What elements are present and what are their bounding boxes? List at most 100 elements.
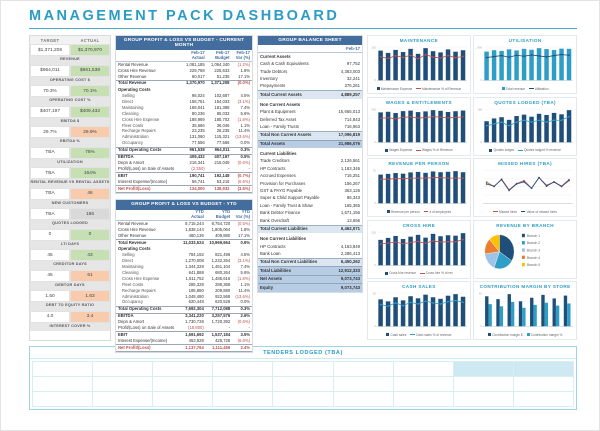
table-row: Administration 1,048,480 922,568 (13.6%) [116,294,252,300]
tenders-cell [452,376,514,392]
pnl-row-label: Cross Hire Expense [122,275,160,281]
kpi-target-value: TBA [30,146,70,159]
pnl-budget-value: 1,485,616 [211,275,231,281]
tenders-cell [272,361,334,377]
pnl-row-label: Fleet Costs [122,281,144,287]
pnl-budget-value: 154,033 [214,98,230,104]
pnl-actual-value: 409,432 [181,153,207,161]
pnl-budget-value: 1,451,104 [211,263,231,269]
pnl-actual-value: 98,024 [191,92,205,98]
svg-text:45: 45 [479,292,482,296]
kpi-value-row: 29.7% 29.9% [30,126,110,138]
kpi-value-row: $1,371,208 $1,370,970 [30,44,110,56]
table-row: Provision for Purchases 156,267 [258,180,362,187]
bs-row-label: Net Assets [258,274,333,284]
pnl-actual-value: 1,081,185 [186,61,205,67]
table-row: Interest Expense/(Income) 56,741 53,216 … [116,179,252,185]
kpi-target-value: 45 [30,249,70,261]
pnl-var-value: 2.6% [232,312,252,320]
tenders-cell [152,376,214,392]
table-row: Loan - Family Trusts 716,963 [258,124,362,132]
kpi-value-row: TBA 186 [30,208,110,220]
table-row: Total Revenue 11,033,524 10,969,664 0.6% [116,238,252,246]
chart-title: CASH SALES [402,284,436,289]
pnl-budget-value: 3,257,576 [205,312,233,320]
pnl-row-label: Direct [122,98,133,104]
table-row: Non Current Assets [258,102,362,109]
kpi-actual-value: $1,370,970 [70,44,110,56]
svg-text:Branch 2: Branch 2 [527,241,540,245]
kpi-item: 4.0 3.4 INTEREST COVER % [30,310,110,331]
kpi-label: OPERATING COST $ [30,76,110,85]
table-row: Cross Hire Revenue 229,768 225,633 1.8% [116,68,252,74]
pnl-row-label: Recharge Repairs [122,287,156,293]
pnl-var-value: 17.1% [238,73,250,79]
svg-text:186: 186 [478,107,483,111]
svg-text:Branch 3: Branch 3 [527,248,540,252]
pnl-month-col-var: Feb-17 Var (%) [231,50,252,63]
pnl-var-value: - [248,325,250,331]
pnl-row-label: Interest Expense/(Income) [118,337,168,343]
pnl-actual-value: 8,715,244 [185,220,204,226]
kpi-target-value: 0 [30,228,70,241]
table-row: Operating Costs [116,87,252,94]
kpi-target-value: TBA [30,167,70,179]
legend-item: Contribution margin % [526,333,562,337]
pnl-budget-value: 922,568 [215,293,231,299]
tenders-cell [392,376,454,392]
chart-title: MAINTENANCE [399,38,439,43]
bs-row-value: 714,843 [344,116,360,122]
kpi-item: 45 61 DEBTOR DAYS [30,269,110,290]
legend-item: Revenue per person [386,210,420,214]
kpi-label: NEW CUSTOMERS [30,199,110,208]
pnl-month-table: Feb-17 Actual Feb-17 Budget Feb-17 Var (%) … [116,50,252,194]
table-row: Depn & Amort 216,341 215,049 (0.6%) [116,160,252,167]
bs-row-label: HP Contracts [260,165,286,171]
pnl-budget-value: 1,371,208 [206,79,232,87]
kpi-item: $964,011 $961,538 OPERATING COST $ [30,64,110,85]
cash-sales-chart: 62 0 [370,290,468,332]
bs-row-value [332,53,362,61]
legend-item: Value of missed hires [520,210,557,214]
chart-cash-sales: CASH SALES 62 0 Cash sales Cash sales % of… [367,281,471,340]
kpi-item: 0 0 LTI DAYS [30,228,110,249]
pnl-row-label: Profit/(Loss) on Sale of Assets [118,165,175,171]
pnl-budget-value: 215,049 [214,160,230,166]
bs-row-value: 156,267 [344,180,360,186]
pnl-actual-value: 35,666 [191,122,205,128]
kpi-actual-value: 70.1% [70,85,110,97]
table-row: Total Non Current Liabilities 6,450,262 [258,257,362,267]
bs-row-label: Total Liabilities [258,266,333,276]
pnl-budget-value: 1,805,064 [211,226,231,232]
tenders-cell [272,391,334,407]
tenders-cell [512,376,575,392]
pnl-actual-value: 80,236 [191,110,205,116]
legend-item: Cash sales % of revenue [410,333,451,337]
table-row: Selling 98,024 102,687 4.5% [116,93,252,99]
table-row: Prepayments 376,261 [258,83,362,91]
table-row: Trade Creditors 2,126,561 [258,158,362,165]
pnl-var-value: (3.5%) [231,185,252,194]
legend-item: Utilisation [529,87,549,91]
bs-row-value: 363,126 [344,188,360,193]
pnl-row-label: EBIT [116,172,182,180]
pnl-var-value: 5.6% [240,110,250,116]
pnl-actual-value: 7,692,304 [179,305,206,314]
chart-legend: Maintenance Expense Maintenance % of Reve… [370,86,468,93]
bs-row-value [332,151,362,158]
bs-row-value: 17,096,819 [332,131,362,141]
pnl-var-value: 0.3% [232,305,252,314]
pnl-row-label: Total Revenue [116,238,180,246]
kpi-target-value: 29.7% [30,126,70,138]
table-row: Accrued Expenses 716,251 [258,173,362,180]
bs-row-value: 13,656 [346,217,360,223]
pnl-actual-value: 77,556 [191,140,205,146]
pnl-var-value: (1.8%) [237,275,250,281]
table-row: Rental Revenue 8,715,244 8,754,720 (0.5%… [116,221,252,227]
kpi-target-value: $407,197 [30,105,70,118]
pnl-var-value: (1.8%) [237,116,250,122]
pnl-var-value: 7.4% [240,104,250,110]
pnl-month-col-blank [116,50,182,63]
bs-row-value: 716,251 [344,173,360,179]
pnl-column: GROUP PROFIT & LOSS VS BUDGET - CURRENT … [115,35,253,354]
